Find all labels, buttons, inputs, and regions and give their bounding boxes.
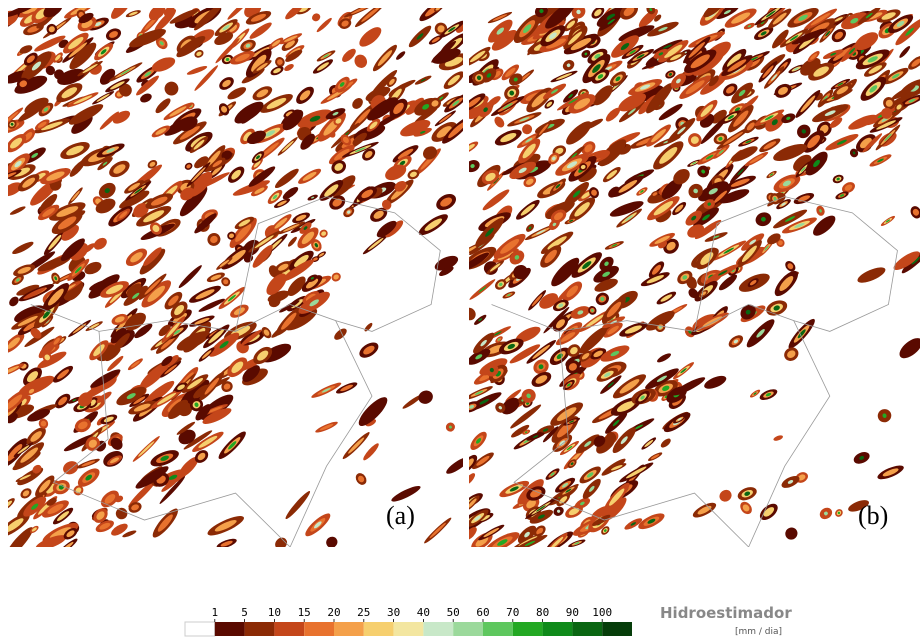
colorbar-tick-label: 20 (327, 606, 340, 619)
figure: (a) (b) 151015202530405060708090100 Hidr… (0, 0, 921, 639)
legend-title: Hidroestimador (660, 604, 792, 622)
colorbar-box (483, 622, 513, 636)
colorbar-tick-label: 10 (268, 606, 281, 619)
colorbar-tick-label: 40 (417, 606, 430, 619)
colorbar-box (334, 622, 364, 636)
colorbar: 151015202530405060708090100 (185, 606, 632, 636)
colorbar-box (423, 622, 453, 636)
colorbar-box (364, 622, 394, 636)
colorbar-tick-label: 5 (241, 606, 248, 619)
map-panel-a (0, 0, 475, 560)
colorbar-tick-label: 80 (536, 606, 549, 619)
colorbar-box (245, 622, 275, 636)
colorbar-tick-label: 30 (387, 606, 400, 619)
figure-canvas: (a) (b) 151015202530405060708090100 Hidr… (0, 0, 921, 639)
panel-label: (a) (386, 501, 415, 530)
colorbar-box (513, 622, 543, 636)
colorbar-box (215, 622, 245, 636)
colorbar-box (274, 622, 304, 636)
colorbar-tick-label: 70 (506, 606, 519, 619)
colorbar-box (304, 622, 334, 636)
colorbar-box (394, 622, 424, 636)
colorbar-tick-label: 1 (211, 606, 218, 619)
colorbar-tick-label: 100 (592, 606, 612, 619)
colorbar-box (572, 622, 602, 636)
colorbar-tick-label: 90 (566, 606, 579, 619)
colorbar-box (185, 622, 215, 636)
colorbar-box (453, 622, 483, 636)
legend-unit: [mm / dia] (735, 627, 782, 637)
colorbar-tick-label: 15 (298, 606, 311, 619)
colorbar-tick-label: 60 (476, 606, 489, 619)
map-panel-b (454, 0, 921, 557)
panel-label: (b) (858, 501, 888, 530)
colorbar-tick-label: 25 (357, 606, 370, 619)
colorbar-box (602, 622, 632, 636)
colorbar-tick-label: 50 (447, 606, 460, 619)
colorbar-box (543, 622, 573, 636)
